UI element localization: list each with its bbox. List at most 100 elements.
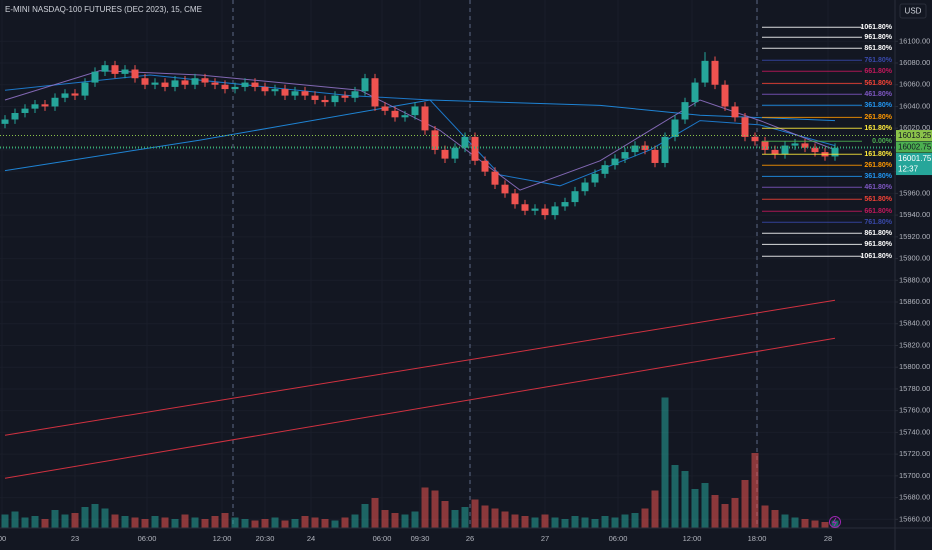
volume-bar	[481, 505, 489, 528]
fib-label: 761.80%	[864, 219, 892, 226]
x-tick-label: 06:00	[609, 534, 628, 543]
fib-label: 561.80%	[864, 80, 892, 87]
currency-box[interactable]	[899, 3, 927, 19]
candle-body	[91, 71, 99, 83]
candle-body	[261, 86, 269, 92]
y-tick-label: 15720.00	[899, 449, 930, 458]
candle-body	[101, 65, 109, 72]
y-tick-label: 15660.00	[899, 514, 930, 523]
volume-bar	[61, 514, 69, 528]
fib-label: 961.80%	[864, 34, 892, 41]
candle-body	[461, 136, 469, 148]
candle-body	[311, 95, 319, 100]
candle-body	[701, 60, 709, 83]
y-tick-label: 15760.00	[899, 406, 930, 415]
indicator-line	[4, 99, 836, 172]
candle-body	[351, 91, 359, 98]
candle-body	[11, 112, 19, 120]
fib-label: 161.80%	[864, 151, 892, 158]
candle-body	[41, 104, 49, 107]
fib-label: 461.80%	[864, 184, 892, 191]
volume-bar	[691, 489, 699, 528]
currency[interactable]: USD	[905, 7, 922, 16]
volume-bar	[431, 490, 439, 528]
candle-body	[661, 136, 669, 163]
candle-body	[411, 106, 419, 116]
volume-bar	[41, 519, 49, 528]
fib-label: 261.80%	[864, 114, 892, 121]
y-tick-label: 15880.00	[899, 275, 930, 284]
y-tick-label: 15940.00	[899, 210, 930, 219]
candle-body	[521, 204, 529, 211]
fib-label: 361.80%	[864, 173, 892, 180]
volume-bar	[161, 517, 169, 528]
fib-label: 0.00%	[872, 138, 893, 145]
volume-bar	[71, 513, 79, 528]
candle-body	[561, 202, 569, 207]
y-tick-label: 15780.00	[899, 384, 930, 393]
y-tick-label: 15820.00	[899, 340, 930, 349]
volume-bar	[381, 510, 389, 528]
candle-body	[811, 147, 819, 153]
volume-bar	[471, 499, 479, 528]
volume-bar	[681, 471, 689, 528]
fib-label: 1061.80%	[860, 253, 892, 260]
candle-body	[581, 182, 589, 192]
candle-body	[231, 86, 239, 90]
y-tick-label: 15960.00	[899, 188, 930, 197]
y-tick-label: 16020.00	[899, 123, 930, 132]
candle-body	[171, 80, 179, 87]
volume-bar	[291, 519, 299, 528]
candle-body	[221, 84, 229, 90]
candle-body	[711, 60, 719, 85]
volume-bar	[731, 498, 739, 528]
candle-body	[611, 158, 619, 166]
volume-bar	[181, 514, 189, 528]
volume-bar	[561, 519, 569, 528]
volume-bar	[91, 504, 99, 528]
candle-body	[441, 149, 449, 159]
candle-body	[801, 143, 809, 148]
x-tick-label: 00	[0, 534, 6, 543]
candle-body	[621, 152, 629, 159]
candle-body	[751, 136, 759, 142]
volume-bar	[411, 511, 419, 528]
volume-bar	[611, 517, 619, 528]
x-tick-label: 12:00	[213, 534, 232, 543]
fib-label: 461.80%	[864, 91, 892, 98]
volume-bar	[391, 513, 399, 528]
axis: 15660.00 15680.00 15700.00 15720.00 15740.00…	[0, 36, 932, 543]
fib-label: 961.80%	[864, 241, 892, 248]
candle-body	[151, 82, 159, 85]
y-tick-label: 16100.00	[899, 36, 930, 45]
volume-bar	[441, 501, 449, 528]
candle-body	[181, 80, 189, 85]
candle-body	[61, 93, 69, 98]
candle-body	[721, 84, 729, 107]
candle-body	[421, 106, 429, 131]
y-tick-label: 15700.00	[899, 471, 930, 480]
fib-label: 661.80%	[864, 208, 892, 215]
volume-bar	[651, 490, 659, 528]
candle-body	[431, 130, 439, 150]
candle-body	[541, 208, 549, 216]
volume-bar	[801, 519, 809, 528]
volume-bar	[131, 517, 139, 528]
x-tick-label: 06:00	[373, 534, 392, 543]
volume-bar	[141, 519, 149, 528]
volume-bar	[661, 397, 669, 528]
candle-body	[191, 78, 199, 85]
volume-bar	[761, 505, 769, 528]
volume-bar	[821, 522, 829, 528]
volume-bar	[721, 504, 729, 528]
alert-icon[interactable]	[829, 516, 841, 528]
volume-bar	[341, 517, 349, 528]
volume-bar	[111, 514, 119, 528]
alert-icon-bolt	[832, 517, 837, 527]
y-tick-label: 15740.00	[899, 427, 930, 436]
fib-label: 761.80%	[864, 57, 892, 64]
volume-bar	[231, 517, 239, 528]
candle-body	[121, 69, 129, 74]
volume-bar	[621, 514, 629, 528]
candle-body	[241, 82, 249, 87]
